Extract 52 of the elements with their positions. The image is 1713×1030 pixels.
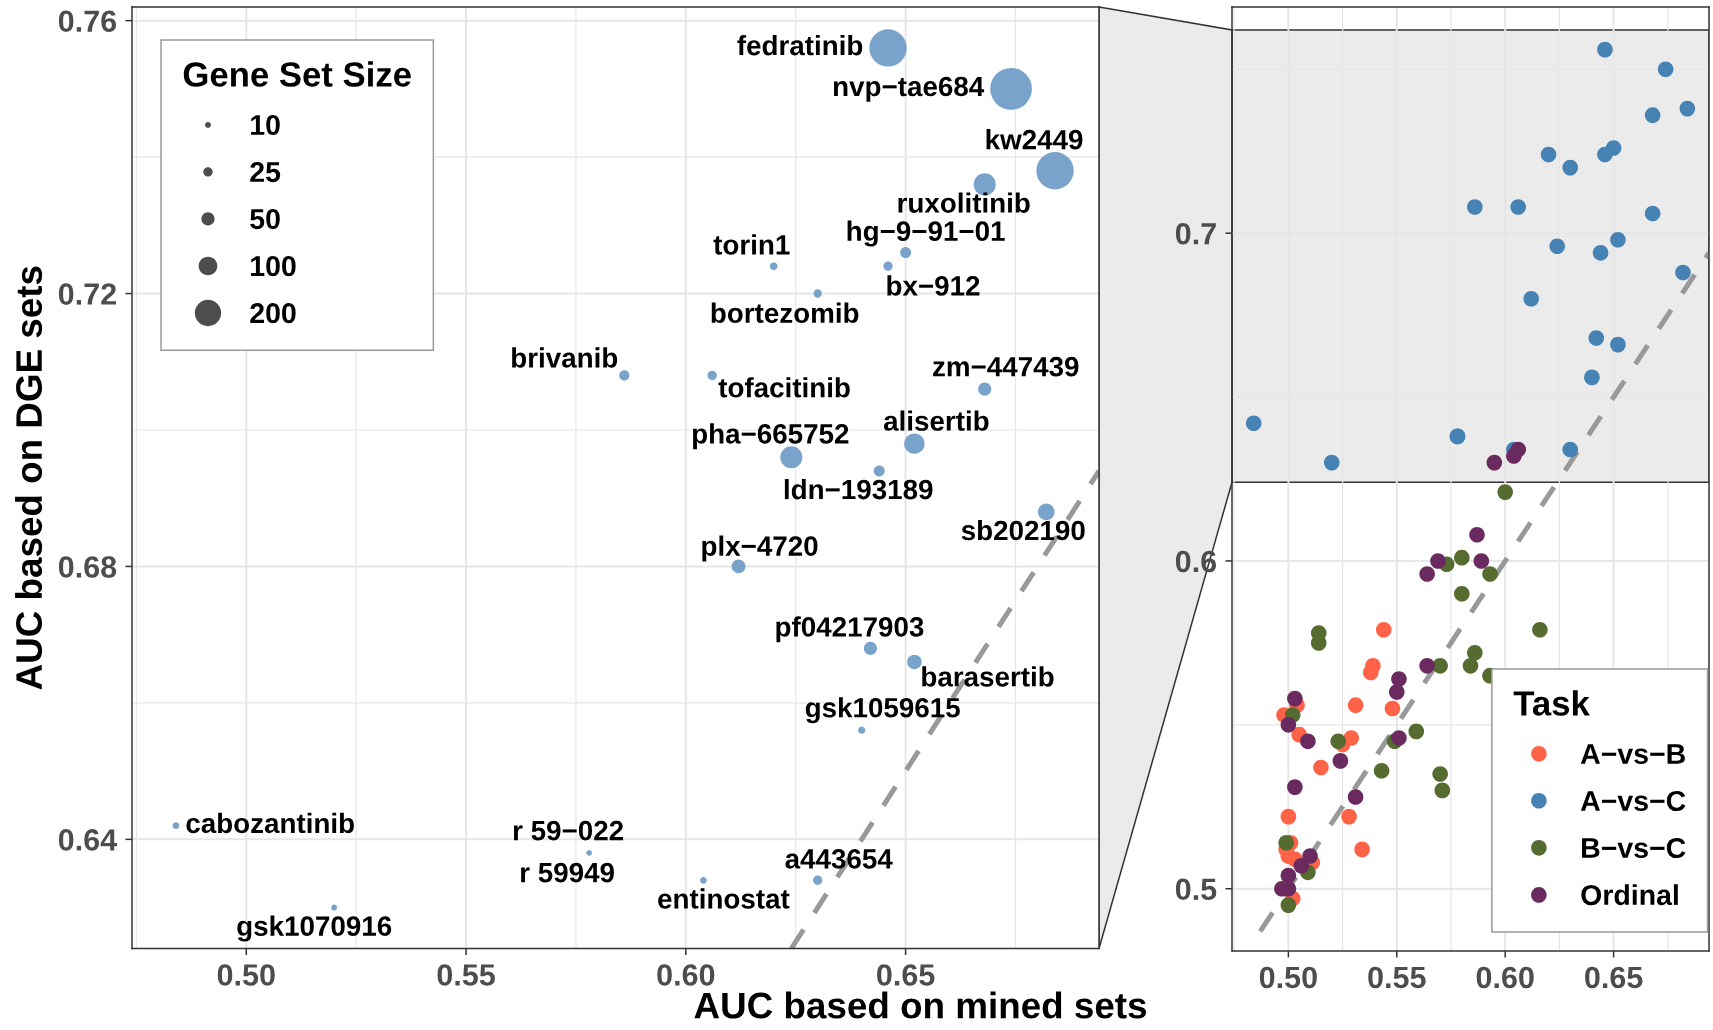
x-tick-label: 0.50	[1259, 966, 1317, 989]
annotation: gsk1059615	[805, 697, 960, 724]
annotation: nvp−tae684	[833, 76, 985, 102]
y-tick-label: 0.68	[58, 556, 117, 578]
x-axis-title: AUC based on mined sets	[694, 991, 1147, 1019]
annotation: barasertib	[922, 666, 1054, 687]
legend-label: 25	[250, 161, 281, 183]
annotation: torin1	[713, 234, 790, 255]
annotation: bortezomib	[711, 302, 859, 323]
annotation: entinostat	[658, 888, 790, 909]
annotation: pf04217903	[776, 616, 924, 643]
legend-label: 10	[251, 114, 280, 136]
annotation: brivanib	[512, 347, 618, 368]
legend-label: 50	[250, 209, 280, 230]
y-tick-label: 0.5	[1175, 878, 1217, 901]
x-tick-label: 0.60	[1476, 966, 1534, 989]
annotation: kw2449	[986, 129, 1083, 150]
annotation: sb202190	[961, 519, 1085, 541]
x-tick-label: 0.60	[657, 964, 715, 986]
annotation: alisertib	[883, 410, 989, 431]
annotation: ruxolitinib	[898, 192, 1030, 213]
x-tick-label: 0.65	[877, 964, 935, 986]
annotation: bx−912	[887, 275, 980, 296]
x-tick-label: 0.55	[437, 964, 495, 986]
annotation: fedratinib	[737, 34, 863, 56]
annotation: ldn−193189	[784, 478, 933, 500]
x-tick-label: 0.65	[1585, 966, 1643, 989]
annotation: pha−665752	[693, 423, 849, 450]
annotation: hg−9−91−01	[847, 220, 1005, 247]
legend-label: 100	[251, 256, 296, 277]
legend-label: A−vs−B	[1580, 744, 1685, 765]
y-tick-label: 0.76	[58, 10, 117, 33]
annotation: r 59949	[521, 862, 614, 883]
y-axis-title: AUC based on DGE sets	[15, 266, 43, 690]
legend-label: B−vs−C	[1582, 837, 1686, 859]
annotation: r 59−022	[513, 820, 624, 841]
annotation: a443654	[785, 849, 893, 869]
y-tick-label: 0.7	[1175, 222, 1216, 245]
x-tick-label: 0.50	[217, 964, 275, 986]
annotation: tofacitinib	[718, 377, 850, 398]
annotation: gsk1070916	[237, 915, 392, 942]
y-tick-label: 0.72	[58, 283, 116, 305]
legend-title: Task	[1513, 690, 1590, 716]
legend-label: Ordinal	[1581, 884, 1678, 906]
annotation: cabozantinib	[186, 812, 354, 834]
legend-label: A−vs−C	[1580, 790, 1686, 812]
legend-label: 200	[250, 303, 296, 324]
annotation: zm−447439	[933, 356, 1079, 377]
annotation: plx−4720	[702, 535, 818, 562]
y-tick-label: 0.64	[58, 829, 118, 851]
legend-title: Gene Set Size	[183, 61, 411, 87]
x-tick-label: 0.55	[1368, 966, 1426, 989]
